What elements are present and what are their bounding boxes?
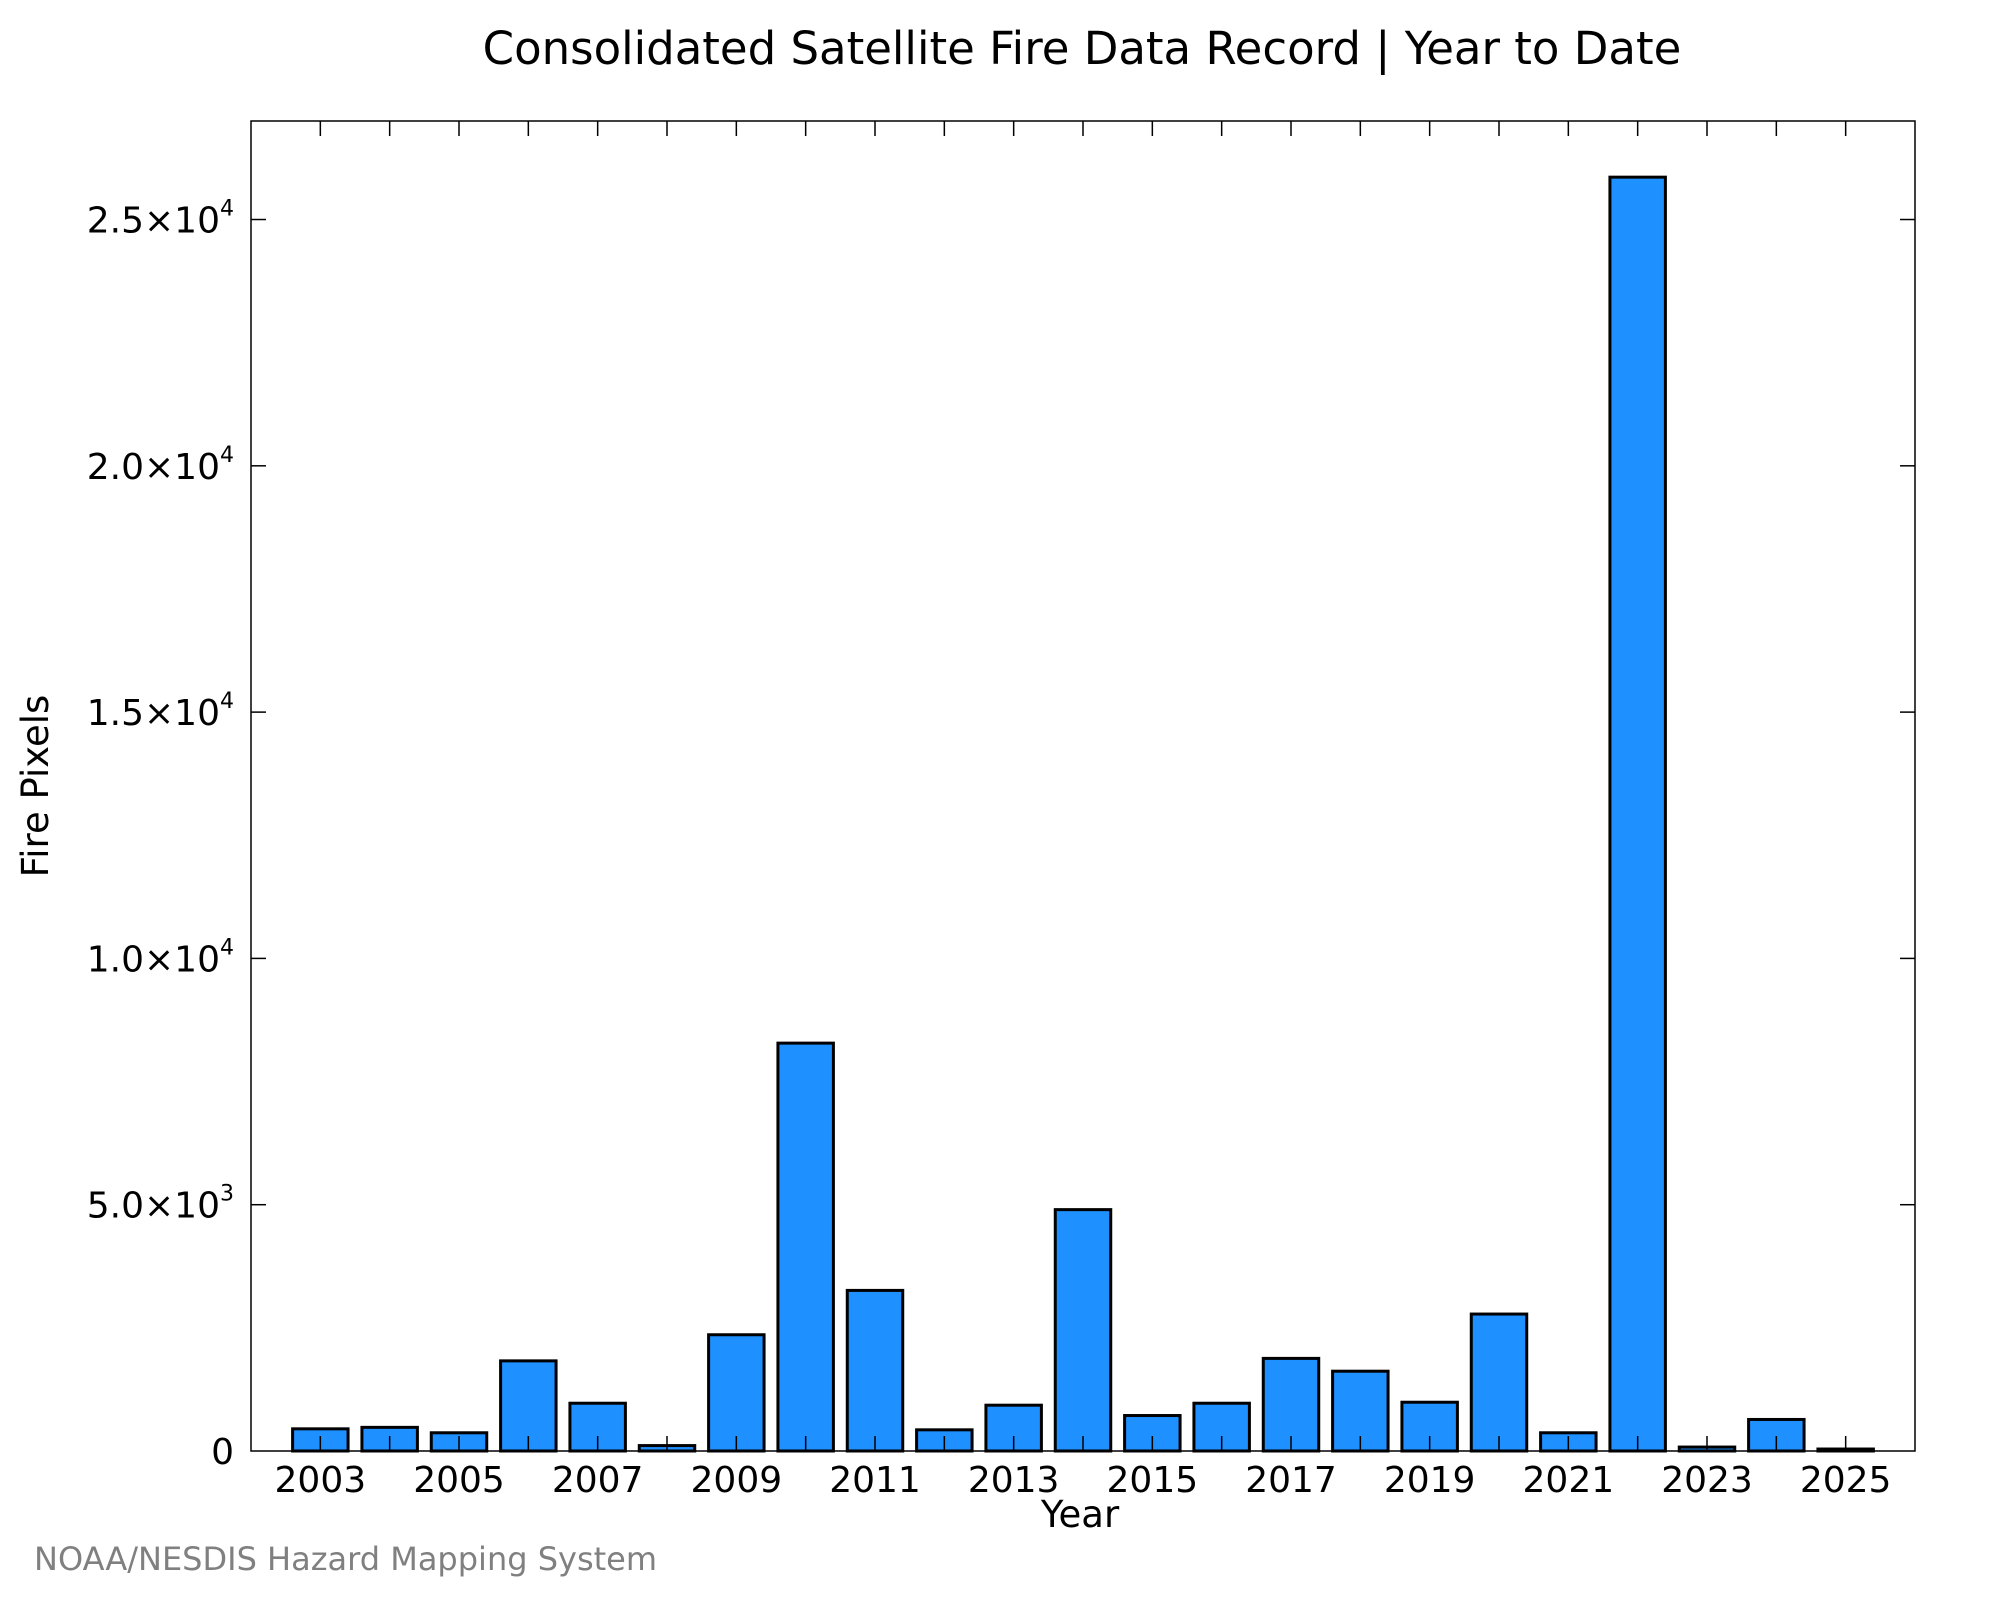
chart-title: Consolidated Satellite Fire Data Record … <box>483 22 1682 75</box>
y-axis-label: Fire Pixels <box>14 695 57 878</box>
bar-2006 <box>499 1359 558 1453</box>
bar-2009 <box>707 1333 766 1453</box>
x-tick-label: 2003 <box>275 1460 367 1501</box>
y-tick-label: 1.0×104 <box>87 935 234 980</box>
x-tick-label: 2013 <box>968 1460 1060 1501</box>
ticks-group: 2003 2005 2007 2009 2011 2013 2015 2017 2019 2021… <box>87 121 1915 1501</box>
x-tick-label: 2023 <box>1661 1460 1753 1501</box>
bar-2010 <box>776 1041 835 1453</box>
x-axis-label: Year <box>1040 1493 1120 1536</box>
x-tick-label: 2017 <box>1245 1460 1337 1501</box>
y-tick-label: 2.5×104 <box>87 197 234 242</box>
bars-group <box>291 175 1875 1453</box>
y-tick-label: 2.0×104 <box>87 443 234 488</box>
x-tick-label: 2007 <box>552 1460 644 1501</box>
source-note: NOAA/NESDIS Hazard Mapping System <box>34 1540 657 1578</box>
bar-2014 <box>1053 1208 1113 1453</box>
bar-2017 <box>1261 1356 1321 1453</box>
x-tick-label: 2021 <box>1523 1460 1615 1501</box>
x-tick-label: 2011 <box>829 1460 921 1501</box>
x-tick-label: 2005 <box>413 1460 505 1501</box>
bar-2019 <box>1400 1400 1459 1453</box>
bar-2011 <box>845 1288 905 1453</box>
bar-2020 <box>1469 1312 1529 1453</box>
bar-2022 <box>1608 175 1667 1453</box>
plot-frame <box>250 120 1916 1452</box>
x-tick-label: 2015 <box>1107 1460 1199 1501</box>
y-tick-label: 1.5×104 <box>87 689 234 734</box>
x-tick-label: 2009 <box>691 1460 783 1501</box>
x-tick-label: 2019 <box>1384 1460 1476 1501</box>
x-tick-label: 2025 <box>1800 1460 1892 1501</box>
y-tick-label: 0 <box>211 1432 234 1473</box>
y-tick-label: 5.0×103 <box>87 1182 234 1227</box>
